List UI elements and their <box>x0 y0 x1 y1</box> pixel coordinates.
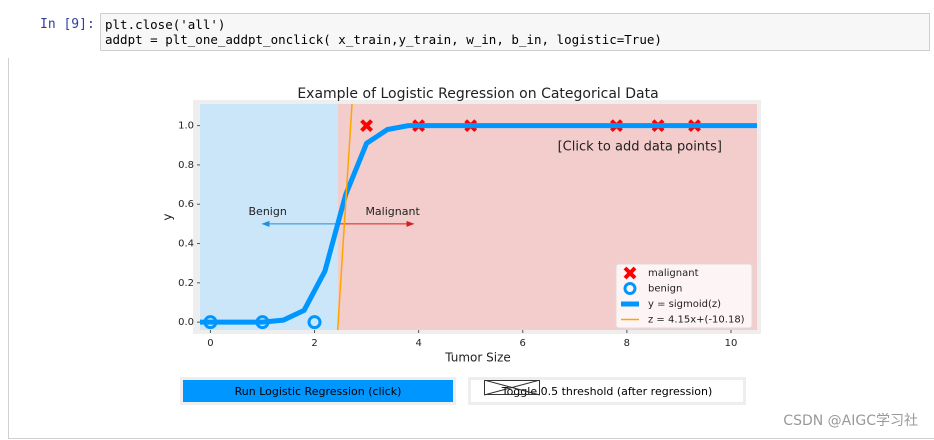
code-line: addpt = plt_one_addpt_onclick( x_train,y… <box>105 32 662 47</box>
x-tick-label: 2 <box>311 338 317 349</box>
y-tick-label: 0.2 <box>178 278 194 289</box>
y-tick-label: 0.0 <box>178 317 194 328</box>
series-line <box>200 123 757 325</box>
legend-label: z = 4.15x+(-10.18) <box>648 315 745 326</box>
toggle-label: Toggle 0.5 threshold (after regression) <box>501 384 713 398</box>
code-editor[interactable]: plt.close('all') addpt = plt_one_addpt_on… <box>100 13 930 51</box>
series-line <box>336 104 353 330</box>
annotation: [Click to add data points] <box>558 140 722 155</box>
legend-label: y = sigmoid(z) <box>648 299 721 310</box>
y-tick-label: 0.4 <box>178 239 194 250</box>
x-tick-label: 10 <box>725 338 738 349</box>
legend-swatch <box>623 282 637 295</box>
legend-label: benign <box>648 284 682 295</box>
toggle-icon <box>484 380 541 396</box>
run-button[interactable]: Run Logistic Regression (click) <box>180 377 456 405</box>
plot-area <box>200 104 757 330</box>
y-axis-label: y <box>161 213 175 220</box>
output-area <box>8 58 934 439</box>
legend-label: malignant <box>648 268 699 279</box>
watermark: CSDN @AIGC学习社 <box>783 413 918 429</box>
x-tick-label: 8 <box>624 338 630 349</box>
x-tick-label: 4 <box>415 338 421 349</box>
legend-swatch <box>623 266 637 280</box>
x-tick-label: 0 <box>207 338 213 349</box>
y-tick-label: 0.8 <box>178 160 194 171</box>
annotation: Benign <box>249 205 287 218</box>
cell-prompt: In [9]: <box>40 17 95 32</box>
x-tick-label: 6 <box>520 338 526 349</box>
annotation: Malignant <box>365 205 420 218</box>
malignant-point <box>360 119 373 133</box>
chart-title: Example of Logistic Regression on Catego… <box>297 86 658 102</box>
benign-point <box>307 315 322 330</box>
x-axis-label: Tumor Size <box>444 351 511 365</box>
code-line: plt.close('all') <box>105 17 226 32</box>
legend-box <box>615 263 753 329</box>
y-tick-label: 0.6 <box>178 199 194 210</box>
y-tick-label: 1.0 <box>178 121 194 132</box>
toggle-button[interactable]: Toggle 0.5 threshold (after regression) <box>468 377 746 405</box>
